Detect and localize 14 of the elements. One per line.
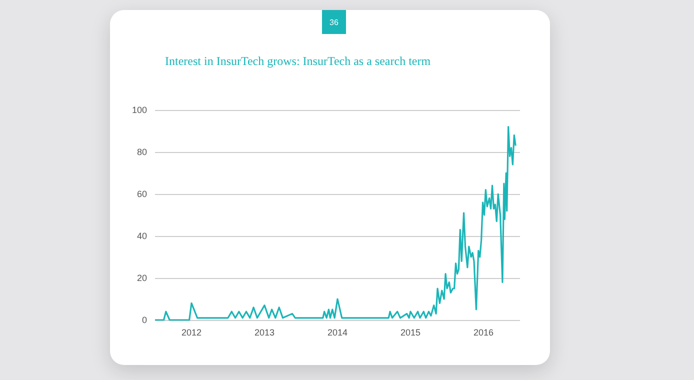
- y-tick-label: 20: [136, 273, 147, 283]
- y-tick-label: 40: [136, 231, 147, 241]
- x-tick-label: 2015: [400, 328, 421, 338]
- text: 36: [322, 10, 346, 34]
- x-tick-label: 2014: [327, 328, 348, 338]
- y-tick-label: 60: [136, 189, 147, 199]
- chart-title: Interest in InsurTech grows: InsurTech as a search term: [165, 54, 432, 68]
- y-tick-label: 80: [136, 147, 147, 157]
- x-tick-label: 2016: [473, 328, 494, 338]
- line-series: [154, 126, 516, 321]
- x-tick-label: 2012: [181, 328, 202, 338]
- x-tick-label: 2013: [254, 328, 275, 338]
- y-tick-label: 0: [142, 315, 147, 325]
- y-tick-label: 100: [132, 105, 147, 115]
